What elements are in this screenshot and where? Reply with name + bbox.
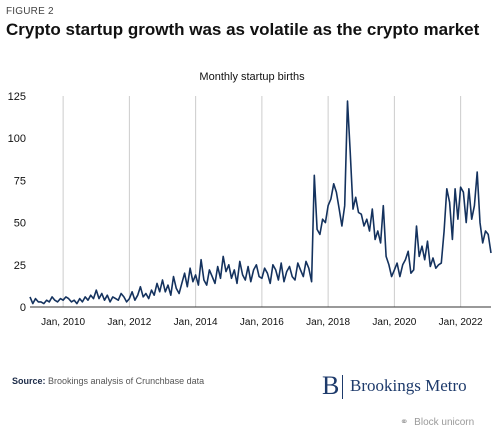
brand-mark: B (322, 371, 340, 400)
x-tick-label: Jan, 2014 (174, 317, 218, 328)
x-tick-label: Jan, 2012 (107, 317, 151, 328)
y-tick-label: 25 (14, 260, 26, 272)
y-tick-label: 0 (20, 302, 26, 314)
grid (62, 96, 462, 307)
x-tick-label: Jan, 2010 (41, 317, 85, 328)
series-layer (29, 100, 492, 305)
brand-name: Brookings Metro (350, 376, 467, 395)
x-tick-label: Jan, 2020 (372, 317, 416, 328)
y-axis: 0 25 50 75 100 125 (8, 91, 26, 314)
wechat-icon: ⚭ (400, 417, 409, 428)
y-tick-label: 50 (14, 218, 26, 230)
y-tick-label: 125 (8, 91, 26, 103)
x-tick-label: Jan, 2018 (306, 317, 350, 328)
brand-logo: B Brookings Metro (322, 372, 492, 402)
x-axis: Jan, 2010 Jan, 2012 Jan, 2014 Jan, 2016 Jan,… (41, 317, 483, 328)
watermark-text: Block unicorn (414, 417, 475, 428)
brand-divider (342, 375, 343, 399)
chart: Monthly startup births 0 25 50 75 100 125 Jan… (0, 60, 499, 350)
figure-label: FIGURE 2 (6, 6, 54, 17)
line-chart: Monthly startup births 0 25 50 75 100 125 Jan… (8, 71, 492, 328)
watermark: ⚭ Block unicorn (400, 417, 474, 428)
figure-title: Crypto startup growth was as volatile as… (6, 20, 480, 39)
chart-title: Monthly startup births (199, 71, 305, 83)
source-note: Source: Brookings analysis of Crunchbase… (12, 376, 204, 386)
x-tick-label: Jan, 2016 (240, 317, 284, 328)
source-text: Brookings analysis of Crunchbase data (48, 376, 205, 386)
x-tick-label: Jan, 2022 (439, 317, 483, 328)
source-prefix: Source: (12, 376, 46, 386)
y-tick-label: 100 (8, 133, 26, 145)
series-line (29, 100, 492, 305)
y-tick-label: 75 (14, 175, 26, 187)
